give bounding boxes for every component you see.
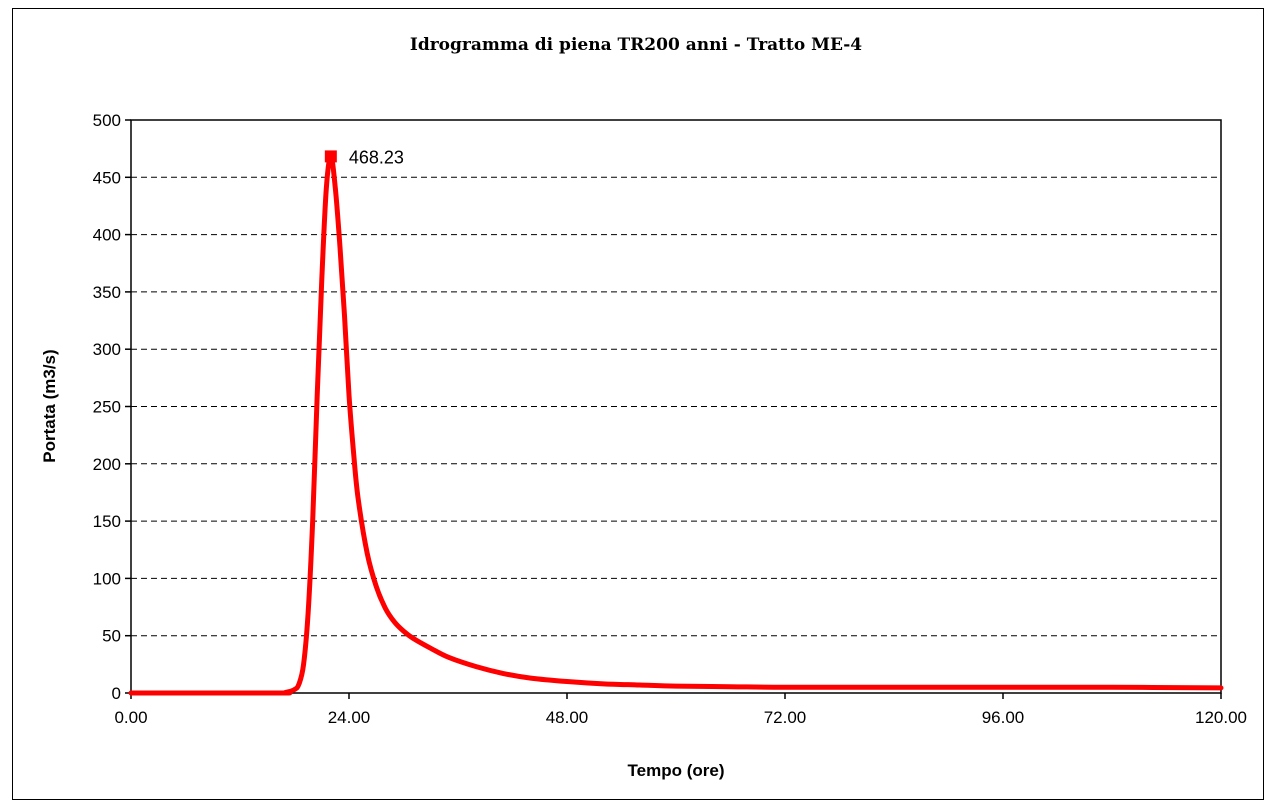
y-tick-label: 400 — [93, 226, 121, 245]
x-tick-label: 72.00 — [764, 708, 807, 727]
peak-marker — [324, 150, 337, 163]
annotation-layer: 468.23 — [324, 147, 404, 167]
y-tick-label: 150 — [93, 512, 121, 531]
y-tick-label: 200 — [93, 455, 121, 474]
chart-canvas: Idrogramma di piena TR200 anni - Tratto … — [40, 35, 1247, 780]
y-tick-label: 350 — [93, 283, 121, 302]
axis-ticks: 0 50 100 150 200 250 300 350 400 450 500 0.00 24.00 4… — [93, 111, 1247, 727]
x-tick-label: 0.00 — [114, 708, 147, 727]
x-axis-label: Tempo (ore) — [628, 761, 725, 780]
series-line — [128, 153, 1224, 696]
peak-data-label: 468.23 — [349, 147, 404, 167]
y-axis-label: Portata (m3/s) — [40, 349, 59, 462]
y-tick-label: 250 — [93, 398, 121, 417]
grid-lines — [131, 176, 1221, 637]
x-tick-label: 24.00 — [328, 708, 371, 727]
x-tick-label: 120.00 — [1195, 708, 1247, 727]
x-tick-label: 96.00 — [982, 708, 1025, 727]
y-tick-label: 100 — [93, 569, 121, 588]
y-tick-label: 300 — [93, 340, 121, 359]
y-tick-label: 450 — [93, 168, 121, 187]
y-tick-label: 500 — [93, 111, 121, 130]
series-layer — [128, 153, 1224, 696]
chart-title: Idrogramma di piena TR200 anni - Tratto … — [410, 35, 862, 55]
chart-frame: Idrogramma di piena TR200 anni - Tratto … — [12, 8, 1264, 800]
x-tick-label: 48.00 — [546, 708, 589, 727]
y-tick-label: 0 — [112, 684, 121, 703]
y-tick-label: 50 — [102, 627, 121, 646]
